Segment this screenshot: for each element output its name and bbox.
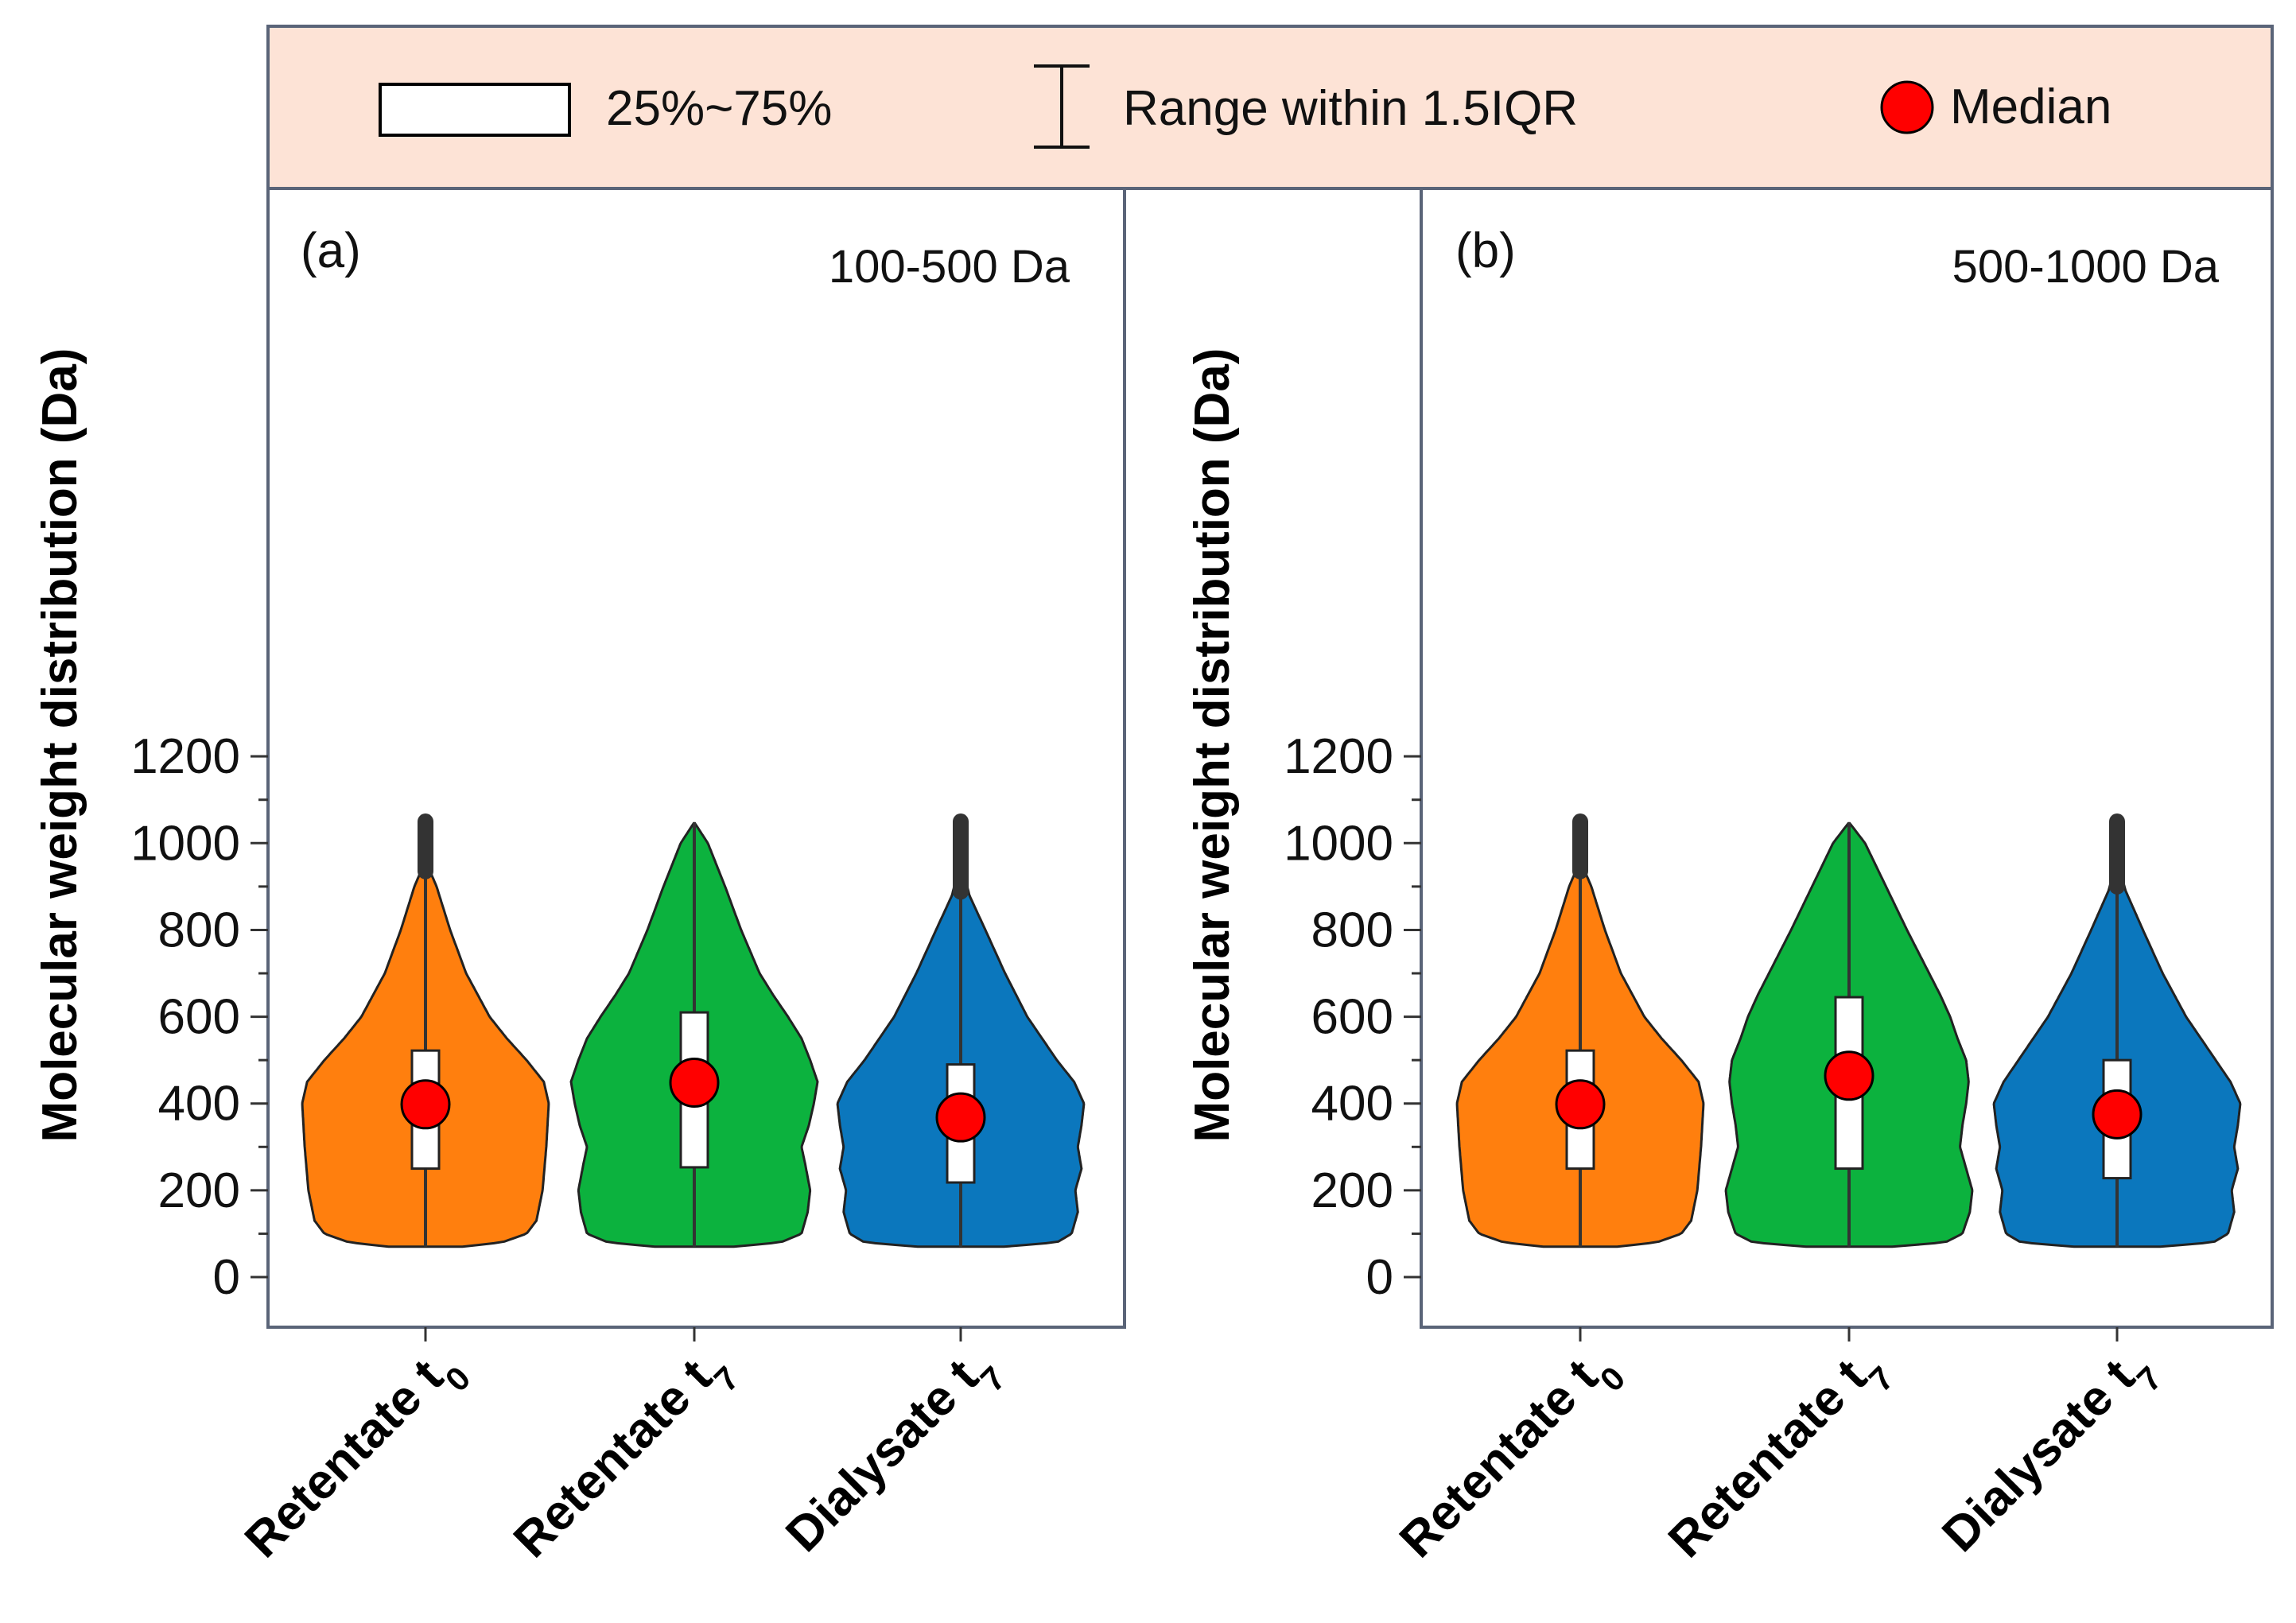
panel-b-y-axis: 0 200 400 600 800 1000 1200: [1284, 729, 1421, 1305]
violin-group: [1724, 821, 1974, 1248]
legend-median-marker: [1880, 80, 1934, 134]
panel-a-y-axis: 0 200 400 600 800 1000 1200: [130, 729, 268, 1305]
legend: 25%~75% Range within 1.5IQR Median: [266, 25, 2274, 190]
panel-b-marks: [1455, 813, 2242, 1248]
panel-a-y-axis-title: Molecular weight distribution (Da): [33, 348, 87, 1143]
median-marker: [669, 1058, 720, 1109]
median-marker: [1555, 1079, 1606, 1130]
panel-a-frame: [266, 187, 1126, 1329]
panel-b: (b) 500-1000 Da 0 200 400 600 800 1000 1200 Re…: [1185, 187, 2274, 1578]
y-tick-label: 600: [158, 990, 240, 1045]
panel-a-x-axis: Retentate t0 Retentate t7 Dialysate t7: [235, 1327, 1012, 1578]
panel-a-label: (a): [301, 223, 361, 278]
x-tick-label: Dialysate t7: [1932, 1336, 2169, 1573]
median-marker: [400, 1079, 451, 1130]
legend-background: [266, 25, 2274, 190]
legend-box-label: 25%~75%: [606, 81, 832, 136]
y-tick-label: 200: [158, 1163, 240, 1218]
panel-b-label: (b): [1455, 223, 1516, 278]
x-tick-label: Retentate t0: [235, 1336, 477, 1578]
legend-whisker-swatch: [1034, 64, 1090, 149]
y-tick-label: 0: [1366, 1250, 1393, 1305]
panel-b-x-axis: Retentate t0 Retentate t7 Dialysate t7: [1389, 1327, 2169, 1578]
y-tick-label: 400: [158, 1077, 240, 1132]
panel-b-frame: [1420, 187, 2274, 1329]
violin-group: [569, 821, 819, 1248]
x-tick-label: Retentate t7: [503, 1336, 746, 1578]
panel-a: (a) 100-500 Da 0 200 400 600 800 1000 1200 Ret…: [33, 187, 1126, 1578]
median-marker: [2092, 1089, 2143, 1140]
x-tick-label: Dialysate t7: [775, 1336, 1012, 1573]
violin-group: [1992, 813, 2242, 1248]
y-tick-label: 800: [1311, 903, 1393, 957]
y-tick-label: 1200: [130, 729, 240, 784]
violin-group: [1455, 813, 1705, 1248]
x-tick-label: Retentate t0: [1389, 1336, 1632, 1578]
violin-group: [301, 813, 550, 1248]
y-tick-label: 600: [1311, 990, 1393, 1045]
y-tick-label: 400: [1311, 1077, 1393, 1132]
y-tick-label: 0: [213, 1250, 240, 1305]
panel-a-title: 100-500 Da: [829, 241, 1070, 293]
legend-box-swatch: [379, 83, 571, 137]
legend-median-label: Median: [1950, 80, 2111, 134]
y-tick-label: 1200: [1284, 729, 1393, 784]
violin-group: [836, 813, 1086, 1248]
legend-range-label: Range within 1.5IQR: [1123, 81, 1578, 136]
median-marker: [1824, 1050, 1874, 1101]
y-tick-label: 800: [158, 903, 240, 957]
y-tick-label: 1000: [130, 816, 240, 871]
panel-a-marks: [301, 813, 1086, 1248]
y-tick-label: 200: [1311, 1163, 1393, 1218]
y-tick-label: 1000: [1284, 816, 1393, 871]
panel-b-y-axis-title: Molecular weight distribution (Da): [1185, 348, 1240, 1143]
median-marker: [935, 1092, 986, 1143]
panel-b-title: 500-1000 Da: [1952, 241, 2220, 293]
x-tick-label: Retentate t7: [1658, 1336, 1901, 1578]
